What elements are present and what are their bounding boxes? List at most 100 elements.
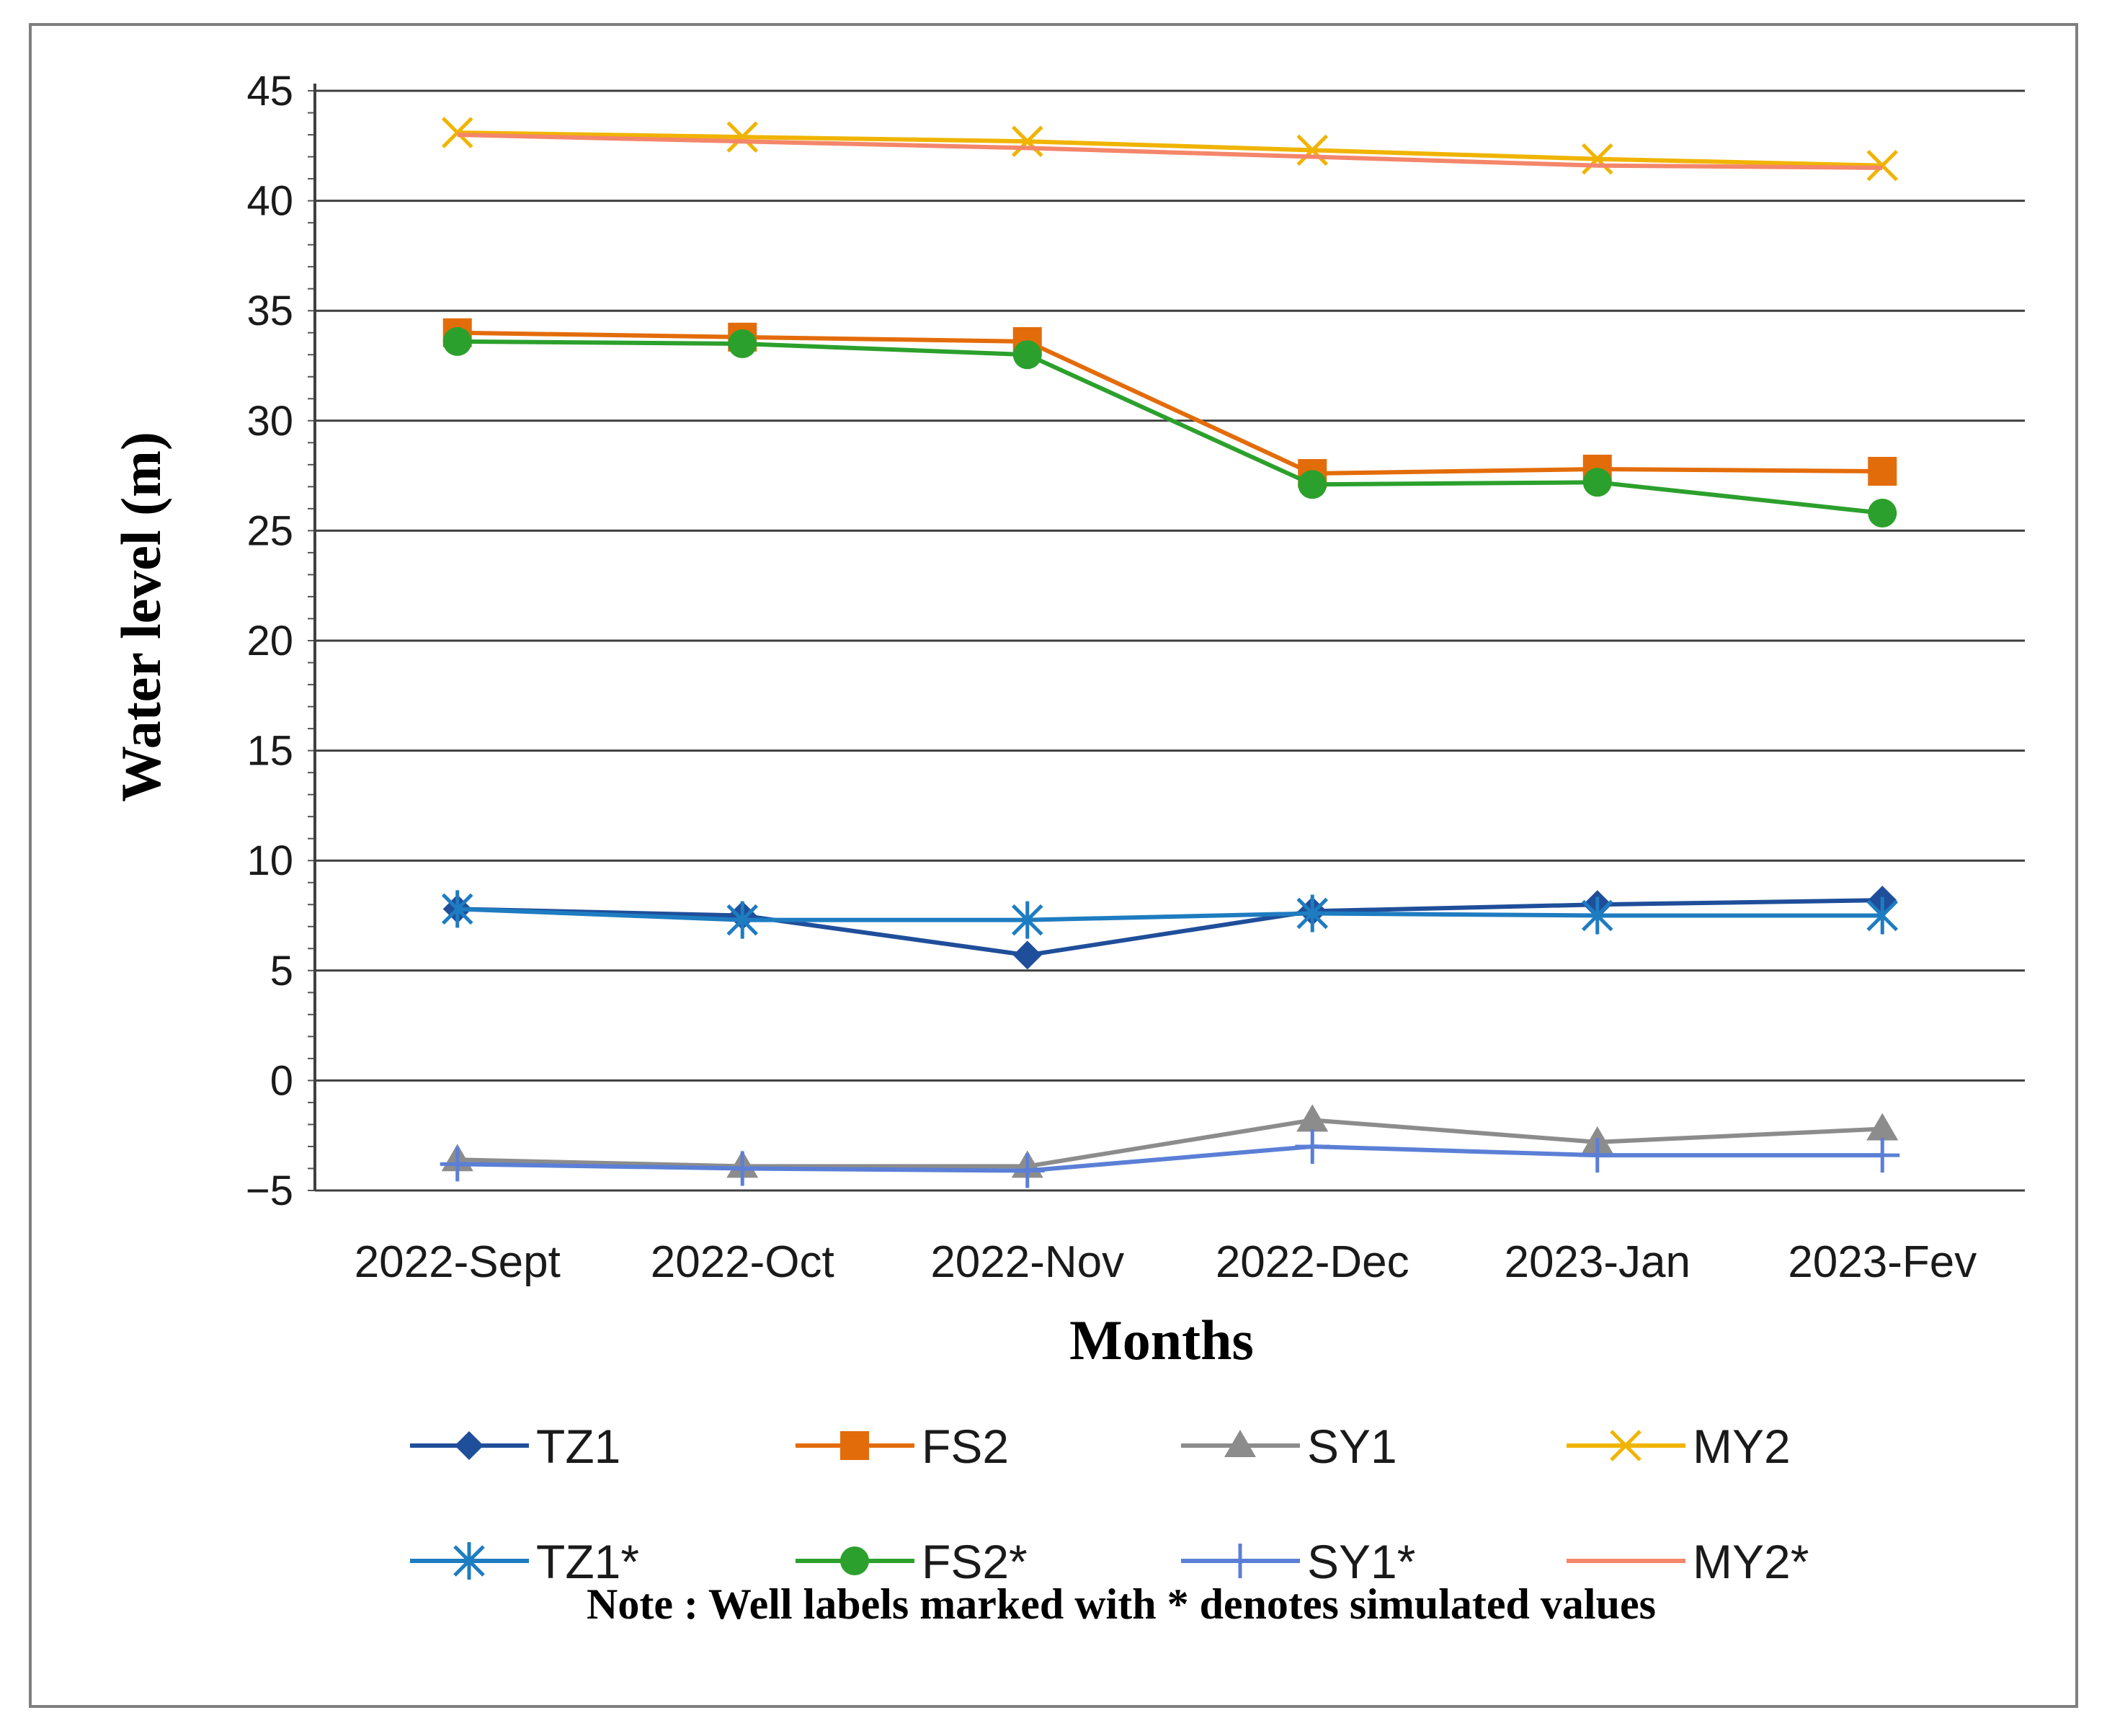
series-lines bbox=[440, 117, 1900, 1188]
legend-item: TZ1 bbox=[410, 1420, 620, 1473]
plus-marker bbox=[440, 1147, 475, 1182]
x-tick-label: 2022-Dec bbox=[1216, 1237, 1409, 1287]
data-point bbox=[1582, 468, 1612, 497]
series-line bbox=[457, 1144, 1883, 1173]
triangle-marker bbox=[1296, 1104, 1329, 1132]
diamond-marker bbox=[1012, 940, 1042, 970]
y-tick-label: 35 bbox=[246, 288, 293, 334]
plus-marker bbox=[1223, 1544, 1257, 1578]
square-marker bbox=[1868, 456, 1897, 486]
x-tick-label: 2022-Oct bbox=[651, 1237, 834, 1287]
data-point bbox=[726, 901, 759, 939]
x-axis-title: Months bbox=[1069, 1309, 1254, 1371]
data-point bbox=[440, 1147, 475, 1182]
legend-item: FS2 bbox=[796, 1420, 1009, 1473]
triangle-marker bbox=[1224, 1430, 1256, 1457]
data-point bbox=[1868, 498, 1897, 528]
data-point bbox=[1581, 896, 1613, 935]
series-line bbox=[457, 130, 1883, 168]
legend-label: TZ1 bbox=[536, 1420, 620, 1473]
diamond-marker bbox=[455, 1431, 484, 1460]
x-tick-label: 2022-Sept bbox=[355, 1237, 561, 1287]
legend-item: FS2* bbox=[796, 1535, 1028, 1588]
legend-label: SY1* bbox=[1307, 1535, 1415, 1588]
data-point bbox=[1865, 1138, 1900, 1173]
plus-marker bbox=[1010, 1153, 1045, 1188]
x-tick-label: 2022-Nov bbox=[930, 1237, 1124, 1287]
legend: TZ1 FS2 SY1 MY2 TZ1* FS2* SY1* MY2* bbox=[410, 1420, 1809, 1588]
circle-marker bbox=[442, 326, 472, 356]
series-my2-sim bbox=[457, 133, 1883, 170]
legend-marker bbox=[453, 1542, 485, 1580]
chart-frame: 45 40 35 30 25 20 15 10 5 0 −5 2022-Sept 2022-Oct 202… bbox=[29, 23, 2078, 1708]
y-tick-label: 15 bbox=[246, 728, 293, 775]
series-my2 bbox=[441, 117, 1899, 182]
y-tick-label: 30 bbox=[246, 398, 293, 445]
data-point bbox=[726, 121, 759, 153]
y-tick-label: −5 bbox=[246, 1167, 293, 1214]
data-point bbox=[1012, 340, 1042, 370]
x-tick-label: 2023-Fev bbox=[1788, 1237, 1977, 1287]
data-point bbox=[1581, 143, 1613, 175]
series-line bbox=[457, 330, 1883, 476]
legend-label: FS2* bbox=[922, 1535, 1028, 1588]
data-point bbox=[1296, 1104, 1329, 1132]
circle-marker bbox=[1868, 498, 1897, 528]
legend-item: MY2 bbox=[1567, 1420, 1791, 1473]
y-tick-label: 20 bbox=[246, 618, 293, 664]
data-point bbox=[441, 117, 473, 148]
series-sy1-sim bbox=[440, 1129, 1900, 1188]
y-tick-label: 25 bbox=[246, 507, 293, 554]
x-marker bbox=[1296, 134, 1329, 166]
legend-marker bbox=[1223, 1544, 1257, 1578]
data-point bbox=[1296, 134, 1329, 166]
data-point bbox=[1011, 125, 1043, 157]
series-tz1-sim bbox=[441, 890, 1899, 939]
asterisk-marker bbox=[1296, 894, 1329, 932]
square-marker bbox=[840, 1431, 869, 1460]
x-marker bbox=[726, 121, 759, 153]
axes bbox=[308, 84, 316, 1191]
circle-marker bbox=[1298, 470, 1327, 499]
y-tick-label: 40 bbox=[246, 178, 293, 225]
data-point bbox=[1296, 894, 1329, 932]
plus-marker bbox=[1865, 1138, 1900, 1173]
data-point bbox=[1868, 456, 1897, 486]
y-tick-label: 5 bbox=[270, 948, 293, 994]
y-tick-label: 0 bbox=[270, 1057, 293, 1104]
data-point bbox=[1866, 1113, 1899, 1141]
data-point bbox=[1866, 896, 1899, 935]
series-fs2-sim bbox=[442, 326, 1897, 528]
legend-label: SY1 bbox=[1307, 1420, 1397, 1473]
circle-marker bbox=[728, 329, 757, 358]
x-marker bbox=[1866, 150, 1899, 182]
triangle-marker bbox=[1866, 1113, 1899, 1141]
asterisk-marker bbox=[441, 890, 473, 928]
gridlines bbox=[315, 89, 2025, 1192]
legend-item: SY1 bbox=[1181, 1420, 1397, 1473]
legend-label: FS2 bbox=[922, 1420, 1009, 1473]
note-text: Note : Well labels marked with * denotes… bbox=[587, 1580, 1656, 1628]
asterisk-marker bbox=[726, 901, 759, 939]
data-point bbox=[1011, 901, 1043, 939]
plus-marker bbox=[725, 1151, 760, 1186]
data-point bbox=[1580, 1138, 1615, 1173]
legend-marker bbox=[840, 1546, 869, 1575]
series-line bbox=[457, 898, 1883, 958]
x-tick-label: 2023-Jan bbox=[1504, 1237, 1690, 1287]
legend-label: MY2 bbox=[1693, 1420, 1791, 1473]
data-point bbox=[441, 890, 473, 928]
circle-marker bbox=[840, 1546, 869, 1575]
legend-label: TZ1* bbox=[536, 1535, 639, 1588]
legend-item: SY1* bbox=[1181, 1535, 1415, 1588]
series-line bbox=[457, 907, 1883, 922]
data-point bbox=[1866, 150, 1899, 182]
y-tick-label: 45 bbox=[246, 68, 293, 115]
data-point bbox=[728, 329, 757, 358]
circle-marker bbox=[1012, 340, 1042, 370]
tick-labels: 45 40 35 30 25 20 15 10 5 0 −5 2022-Sept 2022-Oct 202… bbox=[246, 68, 1977, 1287]
x-marker bbox=[1610, 1430, 1642, 1461]
y-tick-label: 10 bbox=[246, 837, 293, 884]
legend-item: TZ1* bbox=[410, 1535, 639, 1588]
series-tz1 bbox=[442, 886, 1897, 970]
